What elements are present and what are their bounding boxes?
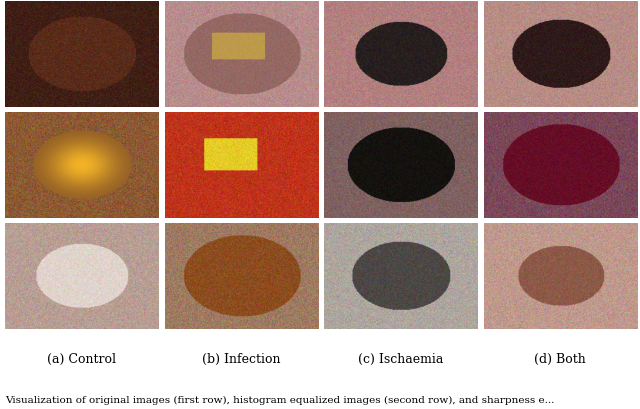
Text: (b) Infection: (b) Infection [202, 352, 280, 365]
Text: (c) Ischaemia: (c) Ischaemia [358, 352, 444, 365]
Text: (a) Control: (a) Control [47, 352, 116, 365]
Text: Visualization of original images (first row), histogram equalized images (second: Visualization of original images (first … [5, 395, 554, 404]
Text: (d) Both: (d) Both [534, 352, 586, 365]
